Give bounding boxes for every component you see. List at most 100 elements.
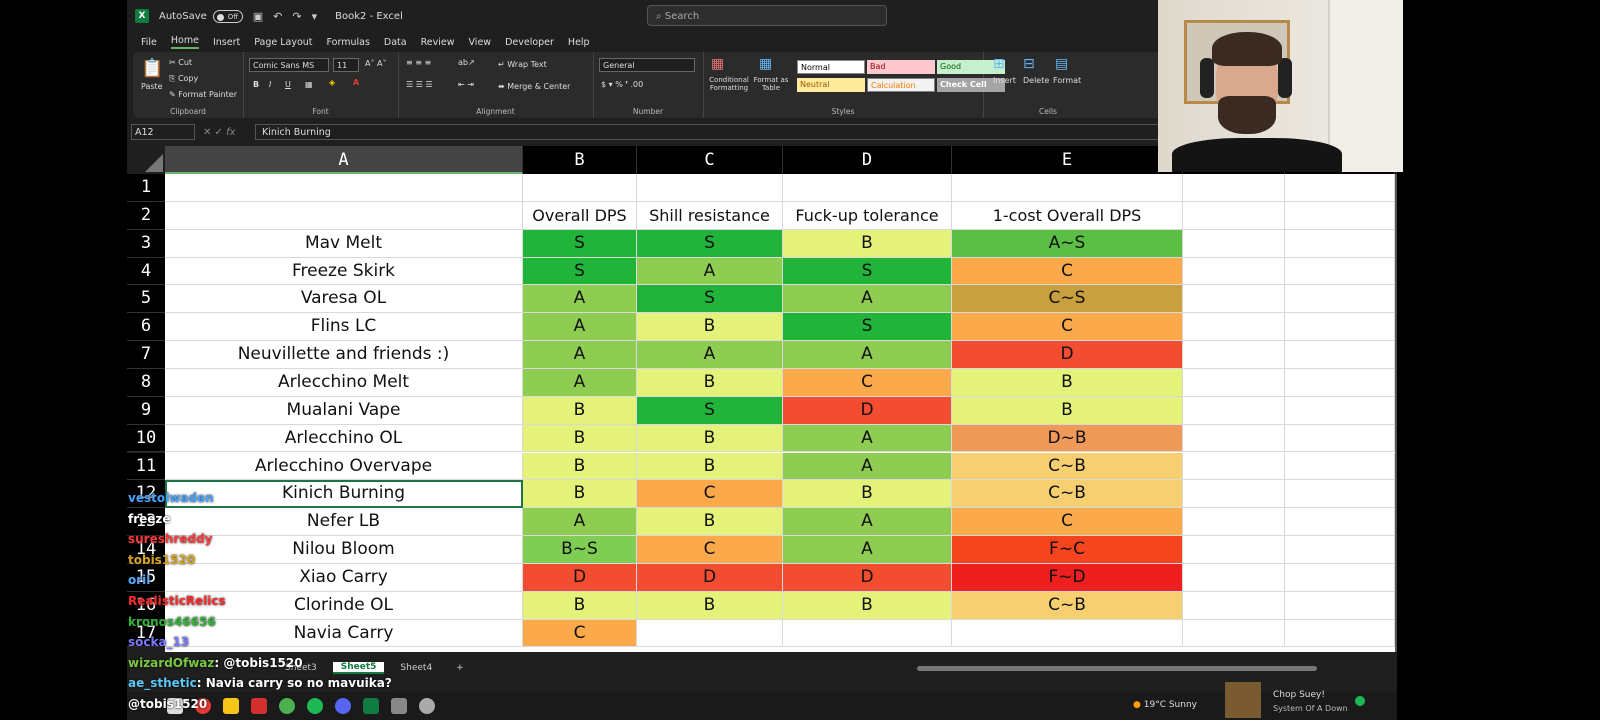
grade-cell[interactable]: C	[783, 368, 952, 397]
team-name-cell[interactable]: Xiao Carry	[165, 563, 523, 592]
delete-cells-button[interactable]: Delete	[1023, 76, 1050, 85]
grade-cell[interactable]: B	[523, 424, 637, 453]
weather-widget[interactable]: ● 19°C Sunny	[1133, 700, 1197, 710]
grade-cell[interactable]: C	[523, 619, 637, 648]
grade-cell[interactable]: D	[637, 563, 783, 592]
grade-cell[interactable]: B	[637, 424, 783, 453]
cell[interactable]	[165, 201, 523, 230]
merge-center-button[interactable]: ⬌ Merge & Center	[498, 82, 571, 91]
cell[interactable]	[637, 174, 783, 202]
redo-icon[interactable]: ↷	[292, 9, 302, 23]
paste-button[interactable]: Paste	[141, 82, 163, 91]
italic-icon[interactable]: I	[269, 80, 272, 89]
grade-cell[interactable]: C	[637, 536, 783, 564]
menu-file[interactable]: File	[141, 36, 157, 48]
format-cells-button[interactable]: Format	[1053, 76, 1082, 85]
fill-color-icon[interactable]: ◈	[329, 78, 336, 87]
grade-cell[interactable]: B	[637, 313, 783, 342]
row-header[interactable]: 8	[127, 368, 165, 397]
team-name-cell[interactable]: Flins LC	[165, 313, 523, 342]
cell[interactable]	[1285, 536, 1395, 564]
grade-cell[interactable]	[783, 619, 952, 648]
row-header[interactable]: 14	[127, 536, 165, 564]
grade-cell[interactable]: A~S	[952, 229, 1183, 258]
excel-taskbar-icon[interactable]	[363, 698, 379, 714]
autosave-toggle[interactable]: Off	[212, 9, 243, 23]
chrome-icon[interactable]	[279, 698, 295, 714]
grade-cell[interactable]: B	[523, 396, 637, 425]
currency-icon[interactable]: $ ▾ % ❜ .00	[601, 80, 644, 89]
grade-cell[interactable]: A	[637, 257, 783, 286]
column-header-a[interactable]: A	[165, 146, 523, 174]
align-left-icon[interactable]: ☰ ☰ ☰	[406, 80, 433, 89]
grade-cell[interactable]: B	[637, 508, 783, 537]
team-name-cell[interactable]: Nefer LB	[165, 508, 523, 537]
cell[interactable]	[1285, 396, 1395, 425]
undo-icon[interactable]: ↶	[273, 9, 283, 23]
row-header[interactable]: 15	[127, 563, 165, 592]
grade-cell[interactable]: S	[523, 257, 637, 286]
team-name-cell[interactable]: Nilou Bloom	[165, 536, 523, 564]
underline-icon[interactable]: U	[285, 80, 291, 89]
grade-cell[interactable]: B	[783, 229, 952, 258]
cell[interactable]	[783, 174, 952, 202]
grade-cell[interactable]: S	[783, 257, 952, 286]
style-calculation[interactable]: Calculation	[867, 78, 935, 92]
menu-developer[interactable]: Developer	[505, 36, 554, 48]
style-bad[interactable]: Bad	[867, 60, 935, 74]
grade-cell[interactable]: S	[637, 285, 783, 314]
row-header[interactable]: 10	[127, 424, 165, 453]
column-title[interactable]	[1285, 201, 1395, 230]
cell[interactable]	[1183, 341, 1285, 369]
cut-button[interactable]: ✂ Cut	[169, 58, 193, 67]
now-playing[interactable]: Chop Suey! System Of A Down	[1225, 680, 1425, 720]
font-color-icon[interactable]: A	[353, 78, 360, 87]
cell[interactable]	[1183, 591, 1285, 620]
team-name-cell[interactable]: Arlecchino Overvape	[165, 452, 523, 481]
grade-cell[interactable]: S	[783, 313, 952, 342]
grade-cell[interactable]: A	[523, 285, 637, 314]
insert-cells-button[interactable]: Insert	[993, 76, 1016, 85]
row-header[interactable]: 1	[127, 174, 165, 202]
tab-sheet4[interactable]: Sheet4	[400, 663, 433, 673]
font-name-dropdown[interactable]: Comic Sans MS	[249, 58, 329, 72]
menu-help[interactable]: Help	[567, 36, 590, 48]
delete-cells-icon[interactable]: ⊟	[1023, 56, 1035, 72]
grade-cell[interactable]: B	[637, 368, 783, 397]
cell[interactable]	[1285, 619, 1395, 648]
row-header[interactable]: 4	[127, 257, 165, 286]
insert-cells-icon[interactable]: ⊞	[993, 56, 1005, 72]
grade-cell[interactable]: B	[523, 452, 637, 481]
cell[interactable]	[1285, 229, 1395, 258]
cell[interactable]	[1285, 480, 1395, 509]
grade-cell[interactable]: C~B	[952, 480, 1183, 509]
cell[interactable]	[1285, 285, 1395, 314]
team-name-cell[interactable]: Arlecchino OL	[165, 424, 523, 453]
app-icon-2[interactable]	[391, 698, 407, 714]
grade-cell[interactable]: A	[783, 508, 952, 537]
grade-cell[interactable]: C	[952, 257, 1183, 286]
borders-icon[interactable]: ▦	[305, 80, 313, 89]
team-name-cell[interactable]: Kinich Burning	[165, 480, 523, 509]
cell[interactable]	[165, 174, 523, 202]
grade-cell[interactable]: B~S	[523, 536, 637, 564]
cell[interactable]	[1285, 424, 1395, 453]
menu-data[interactable]: Data	[383, 36, 407, 48]
menu-review[interactable]: Review	[420, 36, 455, 48]
cell[interactable]	[1285, 174, 1395, 202]
fx-icon[interactable]: ✕ ✓ fx	[203, 126, 236, 138]
cell[interactable]	[1183, 313, 1285, 342]
folder-icon[interactable]	[223, 698, 239, 714]
grade-cell[interactable]: A	[783, 424, 952, 453]
team-name-cell[interactable]: Varesa OL	[165, 285, 523, 314]
grade-cell[interactable]: S	[637, 229, 783, 258]
grade-cell[interactable]: C~S	[952, 285, 1183, 314]
cell[interactable]	[1183, 229, 1285, 258]
team-name-cell[interactable]: Neuvillette and friends :)	[165, 341, 523, 369]
grade-cell[interactable]	[637, 619, 783, 648]
team-name-cell[interactable]: Mualani Vape	[165, 396, 523, 425]
cell[interactable]	[1183, 563, 1285, 592]
column-title[interactable]: Shill resistance	[637, 201, 783, 230]
style-neutral[interactable]: Neutral	[797, 78, 865, 92]
grade-cell[interactable]: B	[637, 591, 783, 620]
